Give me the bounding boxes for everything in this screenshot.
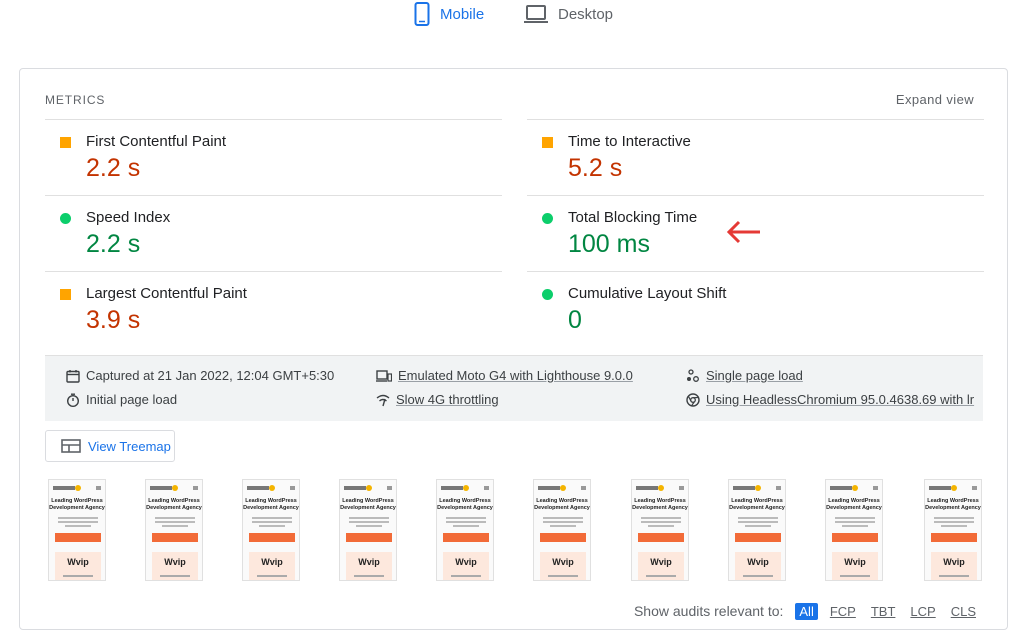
view-treemap-button[interactable]: View Treemap (45, 430, 175, 462)
stopwatch-icon (67, 393, 79, 407)
average-square-icon (542, 137, 553, 148)
device-tabs: Mobile Desktop (0, 0, 1024, 30)
metric-speed-index: Speed Index 2.2 s (45, 195, 502, 272)
frame-heading: Leading WordPress Development Agency (534, 498, 590, 511)
audits-filter-label: Show audits relevant to: (633, 603, 784, 619)
metric-value: 0 (568, 306, 582, 334)
devices-icon (376, 369, 392, 382)
filmstrip-frame: Leading WordPress Development Agency Wvi… (48, 479, 106, 581)
session-icon (687, 368, 699, 382)
metric-label: Cumulative Layout Shift (568, 285, 727, 302)
filter-all[interactable]: All (795, 602, 818, 620)
frame-heading: Leading WordPress Development Agency (632, 498, 688, 511)
treemap-icon (61, 439, 81, 453)
filmstrip-frame: Leading WordPress Development Agency Wvi… (339, 479, 397, 581)
filmstrip-frame: Leading WordPress Development Agency Wvi… (631, 479, 689, 581)
frame-heading: Leading WordPress Development Agency (243, 498, 299, 511)
metric-lcp: Largest Contentful Paint 3.9 s (45, 271, 502, 348)
pass-circle-icon (60, 213, 71, 224)
calendar-icon (66, 369, 80, 383)
runtime-throttling[interactable]: Slow 4G throttling (376, 392, 499, 407)
runtime-emulated-text: Emulated Moto G4 with Lighthouse 9.0.0 (398, 368, 633, 383)
runtime-single-load[interactable]: Single page load (686, 368, 803, 383)
runtime-emulated[interactable]: Emulated Moto G4 with Lighthouse 9.0.0 (376, 368, 633, 383)
pass-circle-icon (542, 213, 553, 224)
metric-label: Total Blocking Time (568, 209, 698, 226)
runtime-captured-text: Captured at 21 Jan 2022, 12:04 GMT+5:30 (86, 368, 335, 383)
metric-label: Speed Index (86, 209, 171, 226)
expand-view-toggle[interactable]: Expand view (895, 92, 974, 107)
pass-circle-icon (542, 289, 553, 300)
filmstrip-frame: Leading WordPress Development Agency Wvi… (924, 479, 982, 581)
filmstrip-frame: Leading WordPress Development Agency Wvi… (728, 479, 786, 581)
filter-lcp[interactable]: LCP (910, 603, 936, 619)
tab-desktop-label: Desktop (558, 5, 614, 23)
metric-label: Time to Interactive (568, 133, 691, 150)
frame-badge: Wvip (650, 557, 672, 567)
frame-heading: Leading WordPress Development Agency (925, 498, 981, 511)
audits-filter: Show audits relevant to: All FCP TBT LCP… (634, 601, 979, 621)
frame-heading: Leading WordPress Development Agency (437, 498, 493, 511)
report-card: METRICS Expand view First Contentful Pai… (19, 68, 1008, 630)
runtime-initial-load-text: Initial page load (86, 392, 178, 407)
filter-tbt[interactable]: TBT (870, 603, 896, 619)
average-square-icon (60, 289, 71, 300)
runtime-single-load-text: Single page load (706, 368, 803, 383)
average-square-icon (60, 137, 71, 148)
runtime-initial-load: Initial page load (66, 392, 177, 407)
frame-heading: Leading WordPress Development Agency (340, 498, 396, 511)
metric-tbt: Total Blocking Time 100 ms (527, 195, 984, 272)
chrome-icon (686, 392, 700, 407)
tab-mobile[interactable]: Mobile (414, 2, 484, 26)
metric-value: 2.2 s (86, 230, 141, 258)
filter-fcp[interactable]: FCP (829, 603, 856, 619)
runtime-throttling-text: Slow 4G throttling (396, 392, 499, 407)
frame-heading: Leading WordPress Development Agency (49, 498, 105, 511)
filmstrip: Leading WordPress Development Agency Wvi… (48, 479, 988, 581)
frame-badge: Wvip (455, 557, 477, 567)
frame-badge: Wvip (747, 557, 769, 567)
metric-label: First Contentful Paint (86, 133, 227, 150)
frame-badge: Wvip (261, 557, 283, 567)
laptop-icon (524, 5, 548, 23)
filmstrip-frame: Leading WordPress Development Agency Wvi… (145, 479, 203, 581)
metric-value: 2.2 s (86, 154, 141, 182)
filmstrip-frame: Leading WordPress Development Agency Wvi… (825, 479, 883, 581)
frame-badge: Wvip (552, 557, 574, 567)
tab-mobile-label: Mobile (440, 5, 485, 23)
frame-heading: Leading WordPress Development Agency (729, 498, 785, 511)
view-treemap-label: View Treemap (88, 438, 171, 454)
metrics-header: METRICS (45, 93, 106, 107)
metric-value: 3.9 s (86, 306, 141, 334)
metric-value: 5.2 s (568, 154, 623, 182)
frame-badge: Wvip (164, 557, 186, 567)
metric-value: 100 ms (568, 230, 650, 258)
red-arrow-icon (726, 220, 760, 244)
filmstrip-frame: Leading WordPress Development Agency Wvi… (436, 479, 494, 581)
smartphone-icon (414, 2, 430, 26)
metric-tti: Time to Interactive 5.2 s (527, 119, 984, 196)
frame-badge: Wvip (943, 557, 965, 567)
network-icon (376, 394, 390, 406)
frame-badge: Wvip (844, 557, 866, 567)
metric-fcp: First Contentful Paint 2.2 s (45, 119, 502, 196)
filter-cls[interactable]: CLS (950, 603, 976, 619)
runtime-settings: Captured at 21 Jan 2022, 12:04 GMT+5:30 … (45, 355, 983, 421)
frame-badge: Wvip (358, 557, 380, 567)
tab-desktop[interactable]: Desktop (524, 2, 613, 26)
runtime-captured: Captured at 21 Jan 2022, 12:04 GMT+5:30 (66, 368, 334, 383)
filmstrip-frame: Leading WordPress Development Agency Wvi… (533, 479, 591, 581)
metric-cls: Cumulative Layout Shift 0 (527, 271, 984, 348)
runtime-browser[interactable]: Using HeadlessChromium 95.0.4638.69 with… (686, 392, 974, 407)
filmstrip-frame: Leading WordPress Development Agency Wvi… (242, 479, 300, 581)
metric-label: Largest Contentful Paint (86, 285, 247, 302)
frame-heading: Leading WordPress Development Agency (146, 498, 202, 511)
frame-badge: Wvip (67, 557, 89, 567)
runtime-browser-text: Using HeadlessChromium 95.0.4638.69 with… (706, 392, 975, 407)
frame-heading: Leading WordPress Development Agency (826, 498, 882, 511)
